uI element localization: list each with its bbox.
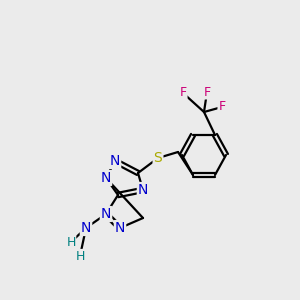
Text: F: F (179, 86, 187, 100)
Text: N: N (101, 171, 111, 185)
Text: F: F (218, 100, 226, 113)
Text: N: N (101, 207, 111, 221)
Text: N: N (81, 221, 91, 235)
Text: N: N (115, 221, 125, 235)
Text: H: H (75, 250, 85, 262)
Text: F: F (203, 85, 211, 98)
Text: N: N (110, 154, 120, 168)
Text: S: S (154, 151, 162, 165)
Text: H: H (66, 236, 76, 248)
Text: N: N (138, 183, 148, 197)
